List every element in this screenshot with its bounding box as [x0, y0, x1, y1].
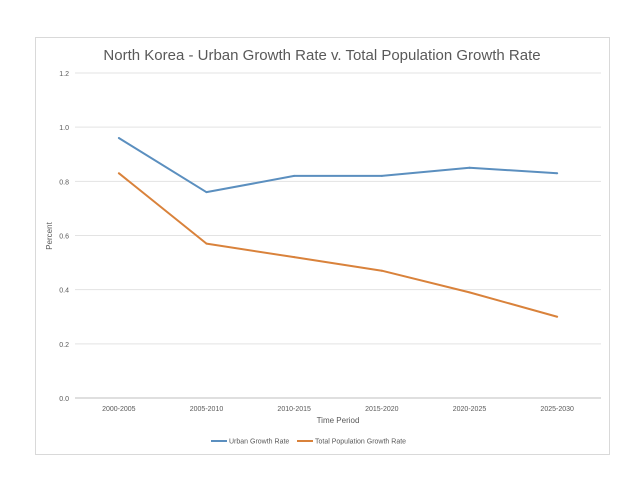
legend-label: Urban Growth Rate	[229, 439, 289, 446]
series-line-0	[118, 137, 558, 194]
x-tick-label: 2020-2025	[453, 406, 487, 413]
legend-label: Total Population Growth Rate	[315, 439, 406, 446]
y-tick-label: 0.0	[59, 396, 69, 403]
data-point	[468, 291, 471, 294]
y-tick-label: 0.8	[59, 179, 69, 186]
y-tick-label: 0.4	[59, 288, 69, 295]
y-tick-label: 1.0	[59, 125, 69, 132]
chart-title: North Korea - Urban Growth Rate v. Total…	[103, 47, 540, 64]
data-point	[205, 191, 208, 194]
data-point	[380, 174, 383, 177]
data-point	[293, 256, 296, 259]
data-point	[117, 172, 120, 175]
data-point	[293, 174, 296, 177]
data-point	[556, 172, 559, 175]
y-axis-label: Percent	[45, 221, 54, 249]
series-line-1	[118, 172, 558, 318]
data-point	[117, 137, 120, 139]
y-tick-label: 0.2	[59, 342, 69, 349]
y-tick-label: 0.6	[59, 234, 69, 241]
x-axis-label: Time Period	[317, 416, 360, 425]
data-point	[468, 166, 471, 169]
x-tick-label: 2015-2020	[365, 406, 399, 413]
x-tick-label: 2025-2030	[540, 406, 574, 413]
data-point	[205, 242, 208, 245]
x-tick-label: 2005-2010	[190, 406, 224, 413]
data-point	[556, 315, 559, 318]
chart-frame	[35, 37, 610, 455]
y-tick-label: 1.2	[59, 71, 69, 78]
x-tick-label: 2000-2005	[102, 406, 136, 413]
x-tick-label: 2010-2015	[277, 406, 311, 413]
data-point	[380, 269, 383, 272]
